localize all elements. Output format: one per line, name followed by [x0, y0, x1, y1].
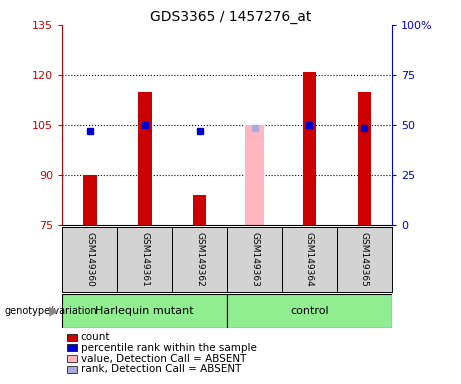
- Text: GSM149363: GSM149363: [250, 232, 259, 287]
- Bar: [337, 227, 392, 292]
- Bar: [227, 227, 282, 292]
- Bar: [172, 227, 227, 292]
- Text: Harlequin mutant: Harlequin mutant: [95, 306, 194, 316]
- Bar: [117, 227, 172, 292]
- Bar: [83, 175, 96, 225]
- Bar: [193, 195, 207, 225]
- Text: GSM149364: GSM149364: [305, 232, 314, 286]
- Text: GSM149361: GSM149361: [140, 232, 149, 287]
- Bar: [62, 227, 117, 292]
- Text: GDS3365 / 1457276_at: GDS3365 / 1457276_at: [150, 10, 311, 23]
- Bar: [245, 125, 264, 225]
- Bar: [227, 294, 392, 328]
- Text: GSM149360: GSM149360: [85, 232, 94, 287]
- Text: GSM149365: GSM149365: [360, 232, 369, 287]
- Text: value, Detection Call = ABSENT: value, Detection Call = ABSENT: [81, 354, 246, 364]
- Text: rank, Detection Call = ABSENT: rank, Detection Call = ABSENT: [81, 364, 241, 374]
- Text: count: count: [81, 332, 110, 342]
- Text: percentile rank within the sample: percentile rank within the sample: [81, 343, 257, 353]
- Bar: [138, 91, 152, 225]
- Bar: [302, 71, 316, 225]
- Text: genotype/variation: genotype/variation: [5, 306, 97, 316]
- Text: GSM149362: GSM149362: [195, 232, 204, 286]
- Bar: [62, 294, 227, 328]
- Text: control: control: [290, 306, 329, 316]
- Bar: [358, 91, 371, 225]
- Bar: [282, 227, 337, 292]
- Text: ▶: ▶: [49, 305, 59, 318]
